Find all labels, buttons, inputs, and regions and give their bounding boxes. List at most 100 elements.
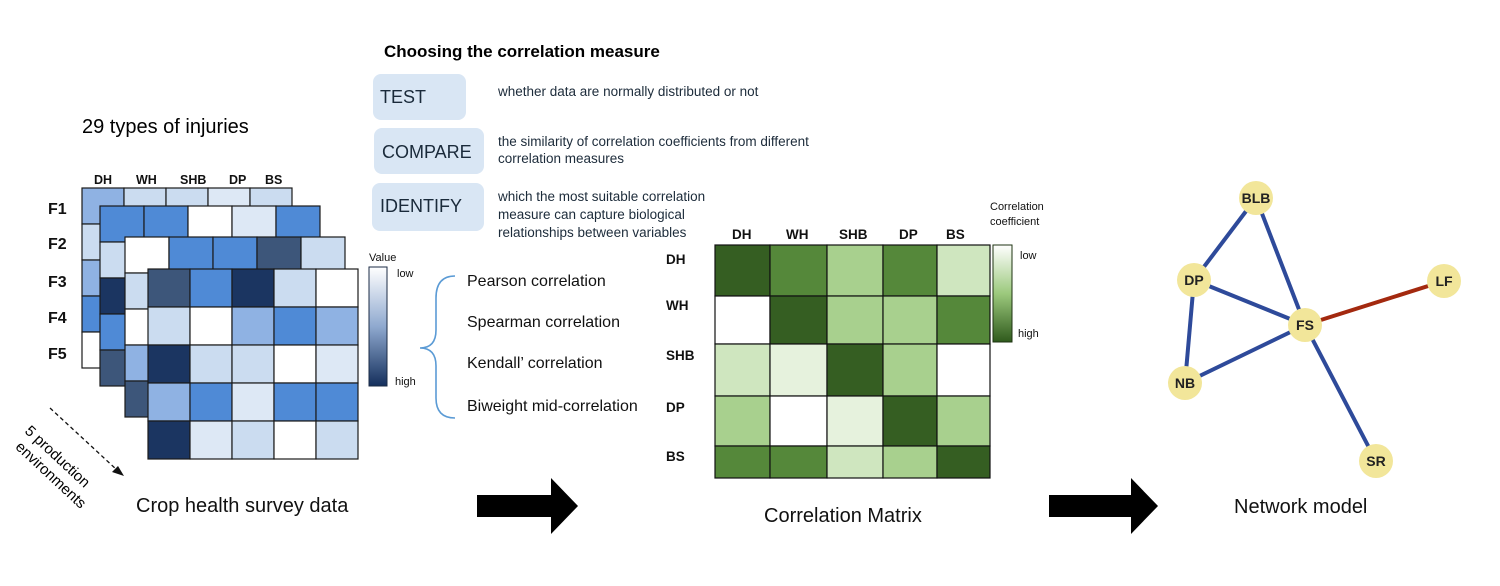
field-label: F3 [48,274,67,291]
field-label: F5 [48,346,67,363]
field-label: F1 [48,201,67,218]
measure-item: Biweight mid-correlation [467,398,638,415]
matrix-cell [936,295,991,345]
step-compare: COMPARE the similarity of correlation co… [374,128,809,174]
step-test: TEST whether data are normally distribut… [373,74,759,120]
network-node-blb: BLB [1239,181,1273,215]
legend-title: Value [369,252,396,264]
matrix-cell [714,244,771,297]
matrix-cell [714,295,771,345]
survey-title: 29 types of injuries [82,116,249,138]
environments-label: 5 production environments [12,422,93,512]
survey-cell [231,268,275,308]
matrix-cell [826,445,884,479]
survey-cell [231,382,275,422]
survey-cell [187,205,233,243]
matrix-cell [769,445,828,479]
step-desc: relationships between variables [498,225,687,240]
svg-text:NB: NB [1175,375,1195,391]
matrix-cell [714,395,771,447]
survey-cell [231,306,275,346]
survey-cell [147,382,191,422]
matrix-cell [769,244,828,297]
survey-layers [81,187,359,460]
network-node-sr: SR [1359,444,1393,478]
matrix-cell [882,244,938,297]
measures-list: Pearson correlation Spearman correlation… [467,273,638,415]
network-node-dp: DP [1177,263,1211,297]
matrix-cell [769,295,828,345]
svg-text:FS: FS [1296,317,1314,333]
survey-legend: Value low high [368,252,416,388]
matrix-legend: Correlation coefficient low high [990,201,1044,343]
column-header: WH [136,173,157,187]
survey-cell [273,344,317,384]
matrix-row-header: DH [666,252,686,267]
network-caption: Network model [1234,496,1367,518]
survey-cell [315,420,359,460]
network-node-lf: LF [1427,264,1461,298]
column-header: SHB [180,173,206,187]
survey-cell [147,344,191,384]
matrix-column-header: WH [786,227,809,242]
matrix-column-header: DP [899,227,918,242]
survey-cell [189,382,233,422]
survey-cell [147,268,191,308]
survey-cell [256,236,302,274]
matrix-cell [826,244,884,297]
network-edge [1192,196,1258,282]
survey-cell [231,420,275,460]
matrix-cell [882,343,938,397]
survey-cell [231,205,277,243]
network-edge-negative [1304,279,1445,327]
step-identify: IDENTIFY which the most suitable correla… [372,183,705,240]
survey-cell [273,382,317,422]
survey-cell [315,344,359,384]
step-label: TEST [380,87,426,107]
network-nodes: BLB DP LF FS NB SR [1168,181,1461,478]
network-edge [1303,324,1378,462]
survey-cell [99,205,145,243]
survey-cell [273,306,317,346]
survey-row-labels: F1 F2 F3 F4 F5 [48,201,67,363]
matrix-cell [714,445,771,479]
legend-title: Correlation [990,201,1044,213]
survey-cell [189,420,233,460]
step-label: COMPARE [382,142,472,162]
matrix-column-header: DH [732,227,752,242]
flow-arrow-2 [1049,478,1158,534]
matrix-cell [769,343,828,397]
matrix-row-header: WH [666,298,689,313]
network-edge [1254,197,1307,326]
matrix-column-header: BS [946,227,965,242]
svg-text:LF: LF [1435,273,1453,289]
network-edges [1183,196,1445,462]
measure-item: Kendall’ correlation [467,355,602,372]
environments-arrow [49,407,124,476]
step-desc: whether data are normally distributed or… [497,84,759,99]
step-desc: measure can capture biological [498,207,685,222]
survey-cell [147,306,191,346]
legend-low: low [1020,250,1037,262]
matrix-cell [936,343,991,397]
survey-cell [124,236,170,274]
svg-text:BLB: BLB [1242,190,1271,206]
legend-high: high [1018,328,1039,340]
survey-cell [189,306,233,346]
matrix-cell [714,343,771,397]
step-desc: correlation measures [498,151,624,166]
matrix-cell [826,343,884,397]
matrix-column-header: SHB [839,227,868,242]
survey-column-headers: DH WH SHB DP BS [94,173,282,187]
network-edge [1193,278,1306,327]
matrix-row-header: BS [666,449,685,464]
matrix-cell [826,295,884,345]
survey-cell [273,268,317,308]
survey-cell [315,382,359,422]
column-header: DH [94,173,112,187]
survey-caption: Crop health survey data [136,495,349,517]
matrix-row-header: SHB [666,348,695,363]
legend-low: low [397,268,414,280]
survey-cell [315,306,359,346]
measure-item: Spearman correlation [467,314,620,331]
